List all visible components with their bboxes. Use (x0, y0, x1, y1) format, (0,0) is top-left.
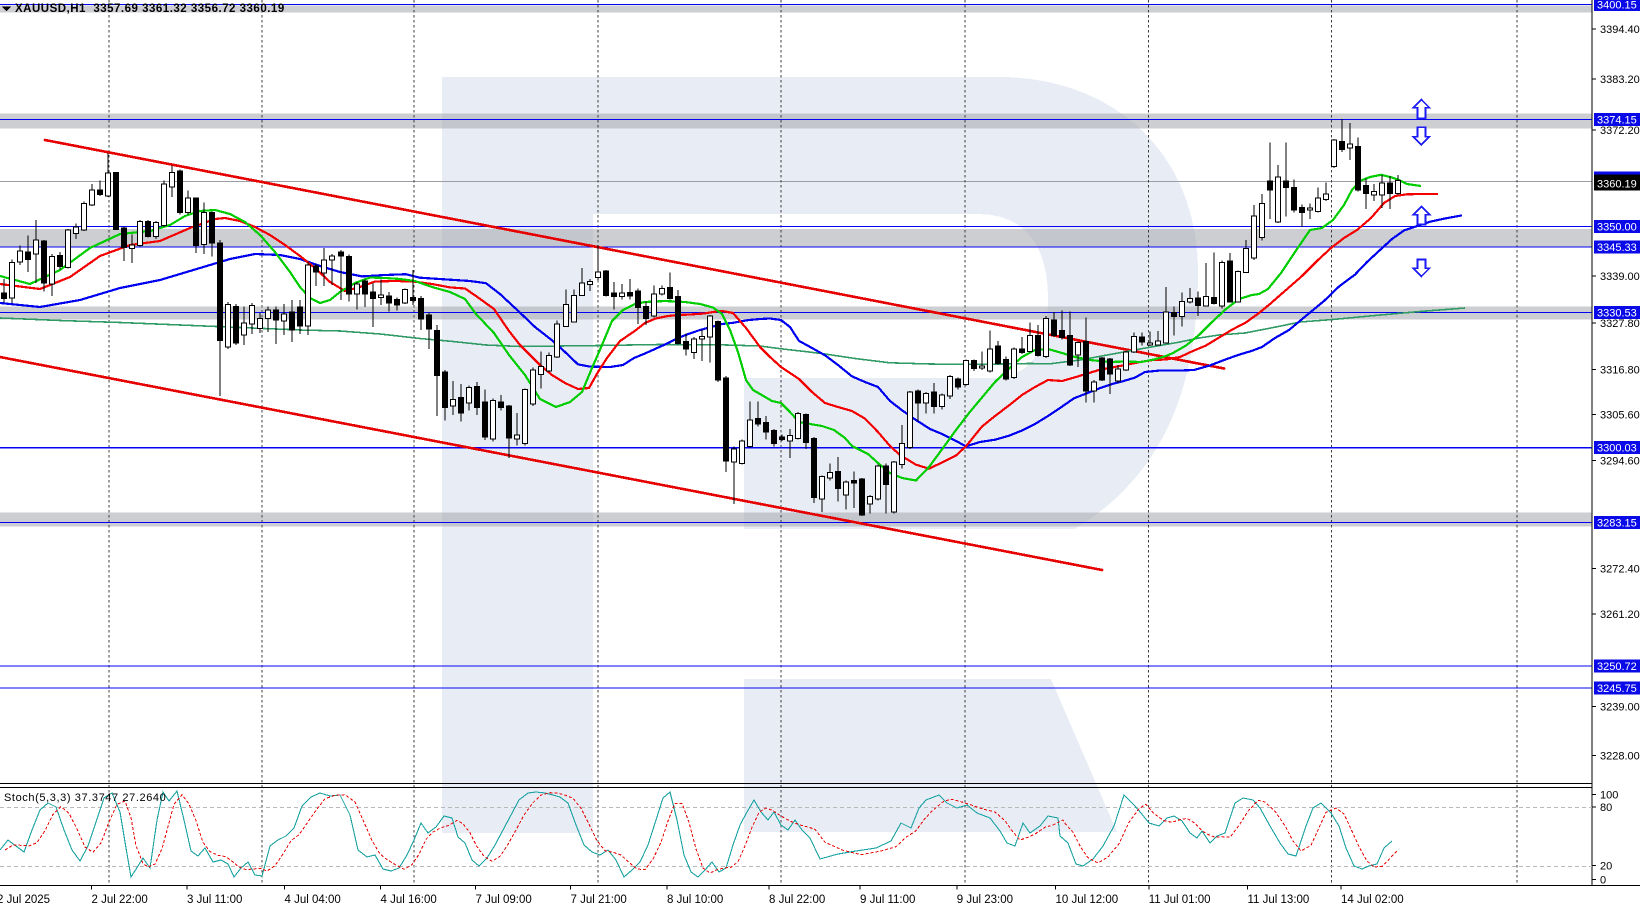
svg-text:8 Jul 22:00: 8 Jul 22:00 (769, 894, 825, 906)
svg-text:20: 20 (1600, 861, 1612, 873)
svg-text:3394.40: 3394.40 (1600, 24, 1640, 36)
svg-text:3383.20: 3383.20 (1600, 74, 1640, 86)
svg-text:3294.60: 3294.60 (1600, 456, 1640, 468)
svg-text:3239.00: 3239.00 (1600, 702, 1640, 714)
svg-text:3327.80: 3327.80 (1600, 318, 1640, 330)
svg-text:3 Jul 11:00: 3 Jul 11:00 (187, 894, 242, 906)
svg-text:7 Jul 09:00: 7 Jul 09:00 (476, 894, 532, 906)
svg-text:Stoch(5,3,3) 37.3747 27.2640: Stoch(5,3,3) 37.3747 27.2640 (4, 792, 166, 804)
svg-text:3339.00: 3339.00 (1600, 271, 1640, 283)
svg-text:3316.80: 3316.80 (1600, 365, 1640, 377)
svg-text:3345.33: 3345.33 (1597, 242, 1637, 254)
svg-text:9 Jul 11:00: 9 Jul 11:00 (860, 894, 915, 906)
svg-text:3305.60: 3305.60 (1600, 410, 1640, 422)
svg-text:4 Jul 04:00: 4 Jul 04:00 (285, 894, 341, 906)
svg-text:9 Jul 23:00: 9 Jul 23:00 (957, 894, 1013, 906)
svg-text:3300.03: 3300.03 (1597, 443, 1637, 455)
svg-text:14 Jul 02:00: 14 Jul 02:00 (1341, 894, 1404, 906)
svg-text:3245.75: 3245.75 (1597, 683, 1637, 695)
svg-text:11 Jul 01:00: 11 Jul 01:00 (1149, 894, 1211, 906)
svg-text:3360.19: 3360.19 (1597, 179, 1637, 191)
svg-text:4 Jul 16:00: 4 Jul 16:00 (381, 894, 437, 906)
svg-text:80: 80 (1600, 802, 1612, 814)
svg-text:3261.20: 3261.20 (1600, 609, 1640, 621)
svg-text:3250.72: 3250.72 (1597, 661, 1637, 673)
svg-text:3372.20: 3372.20 (1600, 125, 1640, 137)
svg-text:3228.00: 3228.00 (1600, 751, 1640, 763)
svg-text:8 Jul 10:00: 8 Jul 10:00 (667, 894, 723, 906)
svg-text:3330.53: 3330.53 (1597, 308, 1637, 320)
svg-text:2 Jul 2025: 2 Jul 2025 (0, 894, 50, 906)
svg-text:2 Jul 22:00: 2 Jul 22:00 (92, 894, 148, 906)
svg-text:3272.40: 3272.40 (1600, 564, 1640, 576)
svg-text:0: 0 (1600, 875, 1606, 887)
svg-text:7 Jul 21:00: 7 Jul 21:00 (571, 894, 627, 906)
svg-text:10 Jul 12:00: 10 Jul 12:00 (1056, 894, 1119, 906)
svg-text:11 Jul 13:00: 11 Jul 13:00 (1248, 894, 1310, 906)
svg-text:100: 100 (1600, 790, 1618, 802)
svg-text:3350.00: 3350.00 (1597, 221, 1637, 233)
svg-text:XAUUSD,H1 3357.69 3361.32 335: XAUUSD,H1 3357.69 3361.32 3356.72 3360.1… (15, 3, 285, 15)
svg-text:3283.15: 3283.15 (1597, 517, 1637, 529)
svg-text:3374.15: 3374.15 (1597, 115, 1637, 127)
svg-text:3400.15: 3400.15 (1597, 0, 1637, 11)
